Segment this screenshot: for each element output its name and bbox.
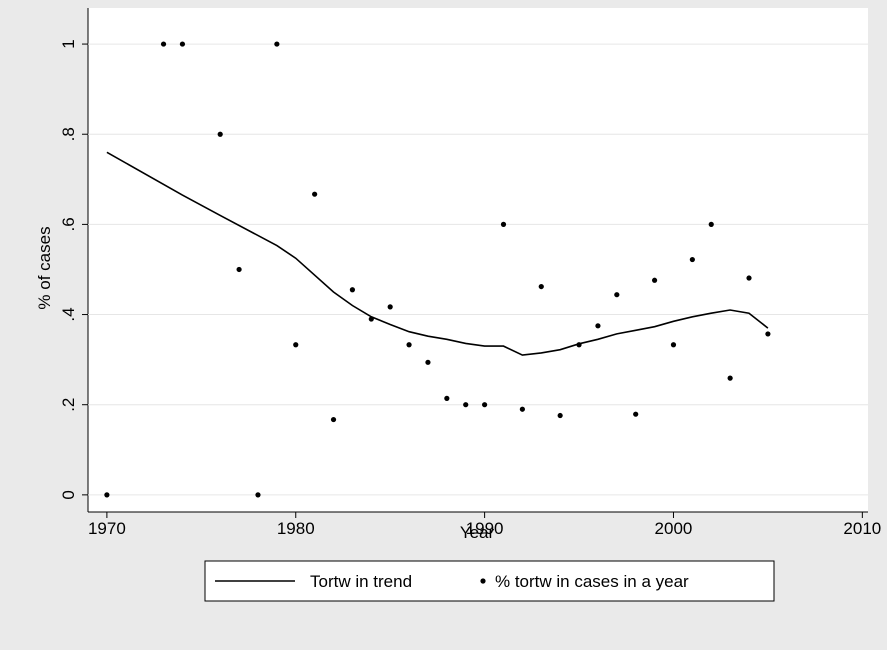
data-point <box>708 221 714 227</box>
y-tick-label: .2 <box>59 398 78 412</box>
data-point <box>368 316 374 322</box>
x-tick-label: 2010 <box>843 519 881 538</box>
data-point <box>387 304 393 310</box>
y-axis-title: % of cases <box>35 226 54 309</box>
data-point <box>349 287 356 293</box>
x-tick-label: 2000 <box>655 519 693 538</box>
data-point <box>274 41 280 47</box>
plot-area <box>88 8 868 512</box>
data-point <box>312 191 318 197</box>
data-point <box>633 411 639 417</box>
data-point <box>482 402 488 408</box>
y-tick-label: .8 <box>59 127 78 141</box>
y-tick-label: 0 <box>59 490 78 499</box>
data-point <box>576 342 582 348</box>
data-point <box>765 331 771 337</box>
y-tick-label: .4 <box>59 307 78 321</box>
data-point <box>330 416 337 423</box>
x-tick-label: 1970 <box>88 519 126 538</box>
data-point <box>179 41 186 47</box>
data-point <box>519 406 525 412</box>
data-point <box>104 492 110 498</box>
data-point <box>236 266 242 273</box>
data-point <box>595 323 601 329</box>
legend-box <box>204 560 775 602</box>
data-point <box>425 359 431 365</box>
data-point <box>500 221 507 227</box>
data-point <box>463 402 469 408</box>
data-point <box>557 412 563 419</box>
data-point <box>255 492 261 498</box>
data-point <box>444 395 450 401</box>
data-point <box>406 342 412 348</box>
data-point <box>651 277 658 283</box>
legend-label: Tortw in trend <box>310 572 412 591</box>
data-point <box>160 41 167 47</box>
trend-line <box>106 151 769 356</box>
x-axis-title: Year <box>460 523 495 542</box>
legend-label: % tortw in cases in a year <box>495 572 689 591</box>
data-point <box>689 256 695 263</box>
y-tick-label: .6 <box>59 217 78 231</box>
data-point <box>217 131 223 137</box>
x-tick-label: 1980 <box>277 519 315 538</box>
data-point <box>293 342 299 348</box>
data-point <box>614 292 620 298</box>
legend-swatch <box>480 578 486 584</box>
y-tick-label: 1 <box>59 39 78 48</box>
data-point <box>746 275 752 281</box>
x-tick-label: 1990 <box>466 519 504 538</box>
data-point <box>538 283 544 290</box>
data-point <box>670 342 677 348</box>
data-point <box>727 375 733 381</box>
